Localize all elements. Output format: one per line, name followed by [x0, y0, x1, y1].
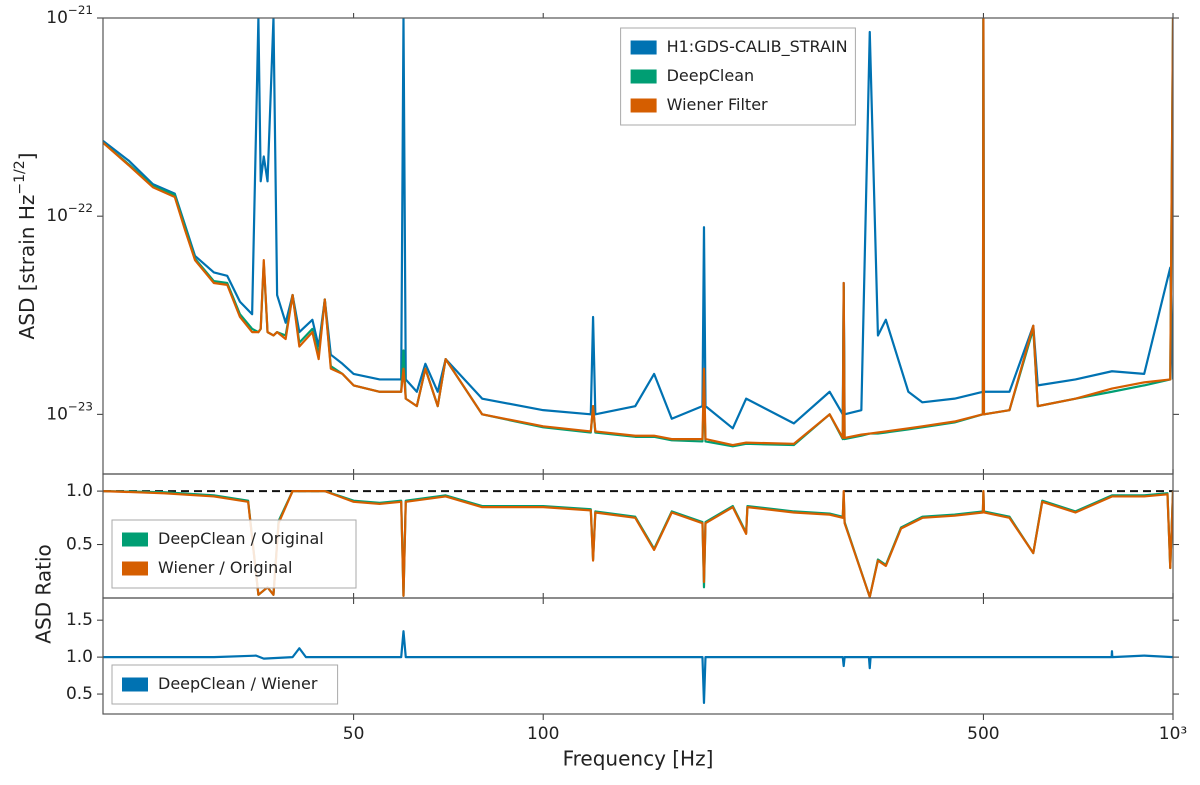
y-axis-label: ASD Ratio [32, 544, 56, 643]
y-tick-label: 0.5 [66, 684, 93, 704]
series-line [103, 18, 1173, 430]
legend-label: Wiener Filter [667, 95, 768, 114]
x-tick-label: 100 [527, 724, 559, 744]
legend-box [620, 27, 856, 126]
legend-box [111, 664, 339, 705]
legend-label: DeepClean / Wiener [158, 674, 318, 693]
legend-swatch [630, 98, 657, 113]
legend-swatch [630, 69, 657, 84]
legend-swatch [630, 40, 657, 55]
y-tick-label: 1.0 [66, 481, 93, 501]
x-tick-label: 500 [967, 724, 999, 744]
legend-box [111, 519, 357, 589]
legend-swatch [122, 677, 148, 692]
legend-label: DeepClean / Original [158, 529, 324, 548]
x-tick-label: 50 [343, 724, 365, 744]
legend-swatch [122, 532, 148, 547]
legend-label: Wiener / Original [158, 558, 293, 577]
y-tick-label: 10−22 [46, 201, 93, 227]
y-axis-label: ASD [strain Hz−1/2] [12, 153, 39, 340]
x-tick-label: 10³ [1159, 724, 1187, 744]
legend-swatch [122, 561, 148, 576]
x-axis-label: Frequency [Hz] [563, 747, 714, 771]
legend-label: DeepClean [667, 66, 755, 85]
y-tick-label: 10−21 [46, 3, 93, 29]
y-tick-label: 1.5 [66, 610, 93, 630]
series-line [103, 490, 1173, 598]
legend-label: H1:GDS-CALIB_STRAIN [667, 37, 848, 57]
y-tick-label: 1.0 [66, 647, 93, 667]
series-line [103, 630, 1173, 705]
y-tick-label: 0.5 [66, 535, 93, 555]
series-line [103, 18, 1173, 447]
y-tick-label: 10−23 [46, 399, 93, 425]
panel-frame [102, 597, 1174, 715]
